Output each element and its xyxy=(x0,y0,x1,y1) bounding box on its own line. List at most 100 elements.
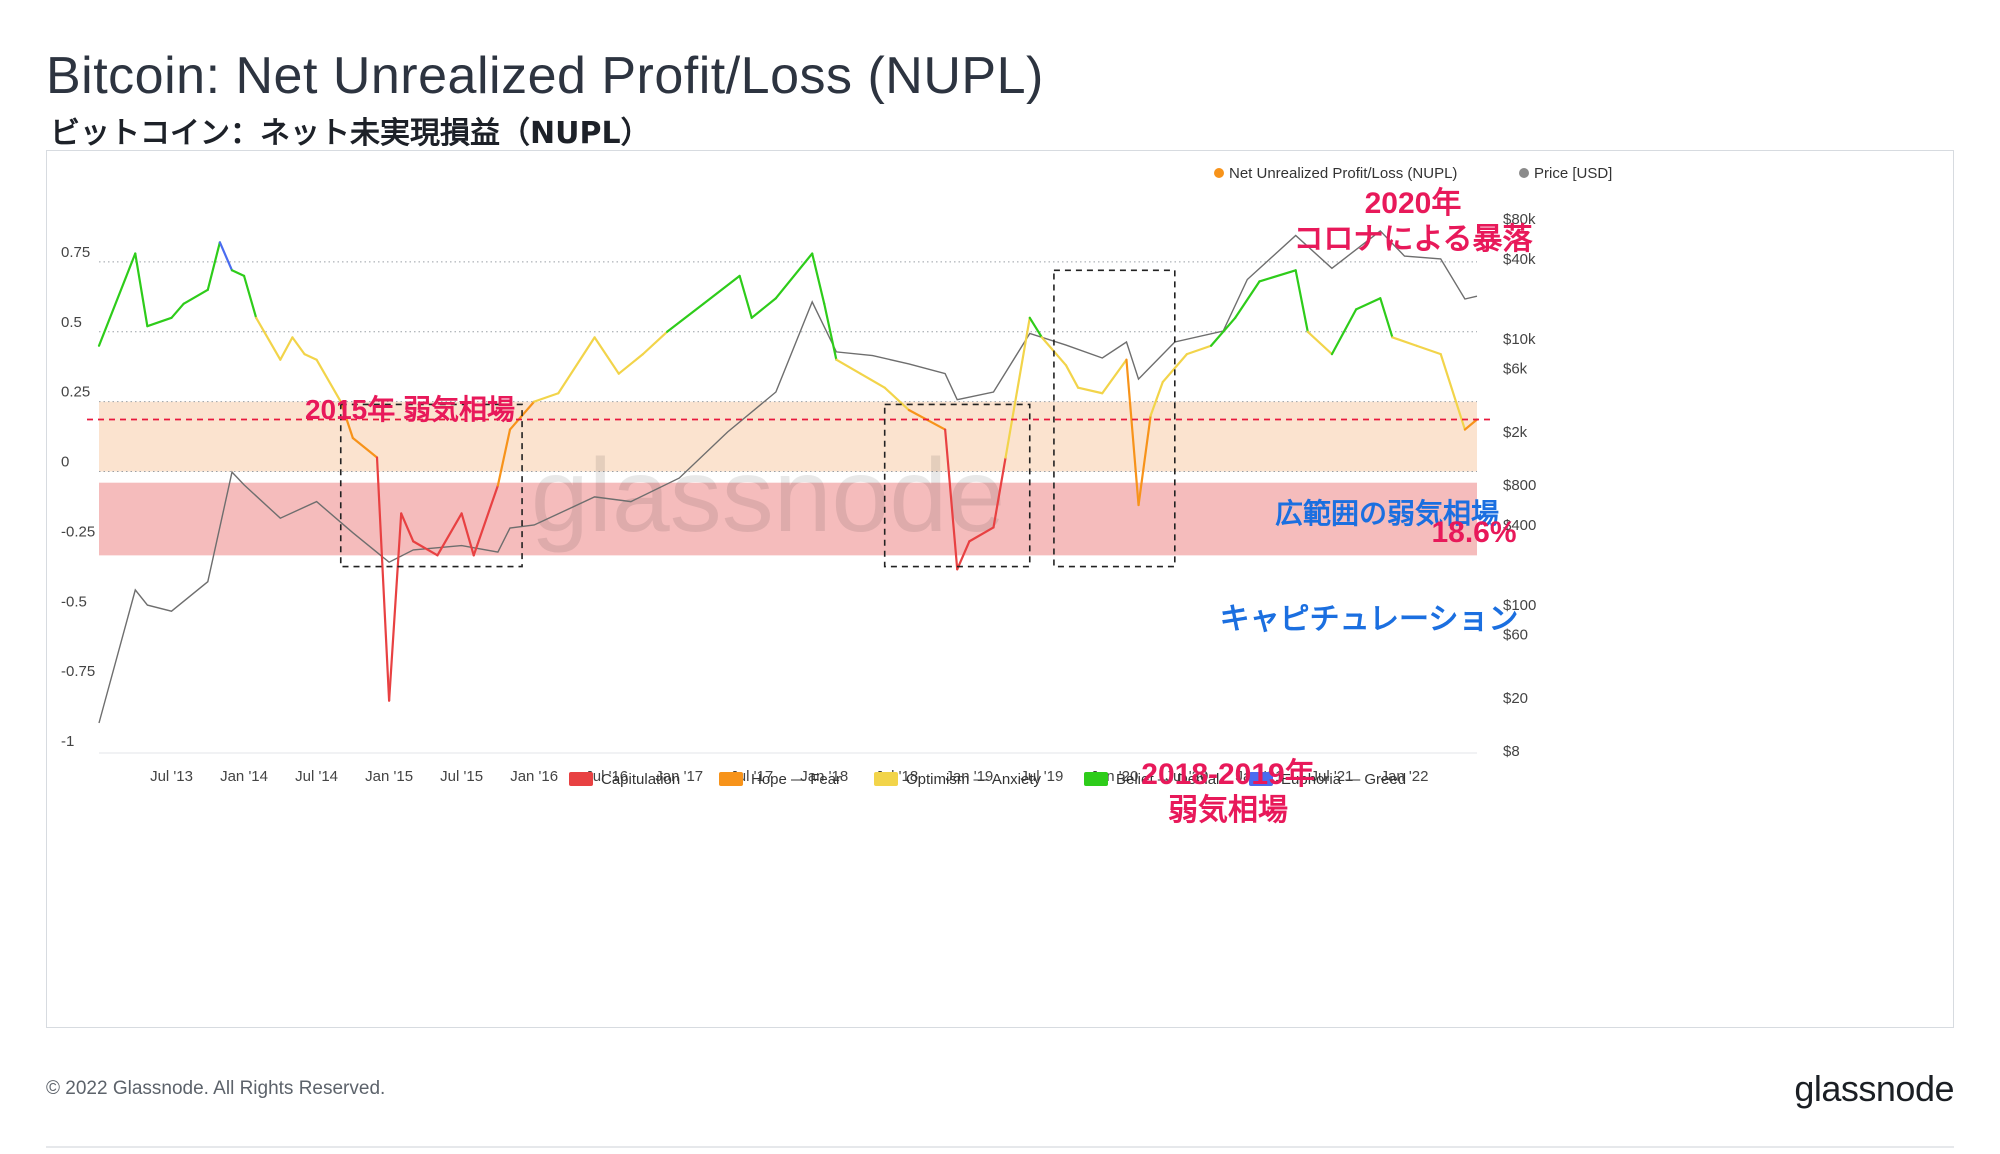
zone-band-0 xyxy=(99,401,1477,472)
nupl-segment xyxy=(1137,414,1152,507)
x-tick-label: Jul '21 xyxy=(1311,768,1354,785)
nupl-segment xyxy=(750,297,778,319)
nupl-segment xyxy=(1125,358,1140,507)
annotation-box-1 xyxy=(883,403,1031,568)
left-tick-label: -0.5 xyxy=(61,593,87,610)
nupl-segment xyxy=(472,484,499,557)
legend-bottom-swatch xyxy=(719,772,743,786)
nupl-series xyxy=(97,241,1479,702)
nupl-segment xyxy=(134,252,149,328)
nupl-segment xyxy=(666,302,705,333)
nupl-segment xyxy=(956,540,971,571)
nupl-segment xyxy=(1391,336,1418,347)
legend-top-swatch xyxy=(1519,168,1529,178)
legend-top-label: Price [USD] xyxy=(1534,165,1612,182)
zone-band-1 xyxy=(99,482,1477,556)
nupl-segment xyxy=(617,353,645,375)
legend-top-label: Net Unrealized Profit/Loss (NUPL) xyxy=(1229,165,1457,182)
nupl-segment xyxy=(496,428,512,487)
nupl-segment xyxy=(146,316,173,328)
right-tick-label: $20 xyxy=(1503,690,1528,707)
nupl-segment xyxy=(1234,280,1261,319)
footer-logo: glassnode xyxy=(1794,1068,1954,1109)
nupl-segment xyxy=(823,302,838,361)
chart-subtitle: ビットコイン：ネット未実現損益（NUPL） xyxy=(50,116,651,151)
nupl-segment xyxy=(339,400,354,440)
legend-bottom-label: Belief — Denial xyxy=(1116,771,1219,788)
left-tick-label: 0.75 xyxy=(61,244,90,261)
right-tick-label: $10k xyxy=(1503,331,1536,348)
x-tick-label: Jan '16 xyxy=(510,768,558,785)
right-tick-label: $80k xyxy=(1503,211,1536,228)
nupl-segment xyxy=(1463,418,1479,431)
nupl-segment xyxy=(1149,380,1164,417)
x-tick-label: Jan '19 xyxy=(945,768,993,785)
legend-bottom-label: Optimism — Anxiety xyxy=(906,771,1042,788)
legend-bottom-swatch xyxy=(1084,772,1108,786)
legend-bottom-label: Hope — Fear xyxy=(751,771,841,788)
nupl-segment xyxy=(279,336,294,361)
nupl-segment xyxy=(1064,364,1080,389)
nupl-segment xyxy=(412,540,439,557)
annotation-label-3: 広範囲の弱気相場 xyxy=(1275,497,1499,529)
footer-divider xyxy=(46,1146,1954,1148)
left-tick-label: 0.25 xyxy=(61,384,90,401)
nupl-segment xyxy=(593,336,620,375)
nupl-segment xyxy=(182,288,209,305)
nupl-segment xyxy=(557,336,596,395)
right-tick-label: $40k xyxy=(1503,251,1536,268)
right-tick-label: $100 xyxy=(1503,597,1536,614)
nupl-segment xyxy=(533,392,560,403)
x-tick-label: Jan '14 xyxy=(220,768,268,785)
price-series xyxy=(98,229,1478,724)
chart-frame: glassnode 0.75 0.5 0.25 0 -0.25 -0.5 -0.75 -1 $… xyxy=(46,150,1954,1028)
x-tick-label: Jul '20 xyxy=(1165,768,1208,785)
left-tick-label: 0 xyxy=(61,454,69,471)
annotation-label-4: 18.6% xyxy=(1431,516,1516,549)
legend-bottom-label: Capitulation xyxy=(601,771,680,788)
nupl-segment xyxy=(1077,386,1104,395)
nupl-segment xyxy=(1330,308,1358,356)
nupl-segment xyxy=(1379,297,1394,339)
nupl-segment xyxy=(351,436,379,459)
annotation-boxes xyxy=(339,269,1176,568)
nupl-segment xyxy=(811,252,826,305)
right-tick-label: $2k xyxy=(1503,424,1528,441)
x-tick-label: Jan '15 xyxy=(365,768,413,785)
nupl-segment xyxy=(968,526,995,543)
x-axis: Jul '13 Jan '14 Jul '14 Jan '15 Jul '15 Jan '… xyxy=(99,752,1477,785)
nupl-segment xyxy=(218,241,234,272)
x-tick-label: Jul '13 xyxy=(150,768,193,785)
nupl-segment xyxy=(460,512,475,557)
legend-bottom-swatch xyxy=(569,772,593,786)
legend-bottom-swatch xyxy=(874,772,898,786)
x-tick-label: Jan '22 xyxy=(1381,768,1429,785)
nupl-segment xyxy=(1415,344,1442,356)
nupl-segment xyxy=(242,274,258,319)
nupl-segment xyxy=(774,252,814,300)
nupl-segment xyxy=(1294,269,1309,333)
legend-bottom: Capitulation Hope — Fear Optimism — Anxiet… xyxy=(569,771,1406,788)
x-tick-label: Jul '14 xyxy=(295,768,338,785)
nupl-segment xyxy=(436,512,463,557)
nupl-segment xyxy=(230,269,246,277)
nupl-segment xyxy=(883,386,910,412)
nupl-segment xyxy=(859,372,886,389)
nupl-segment xyxy=(702,274,741,305)
left-tick-label: -1 xyxy=(61,733,74,750)
nupl-segment xyxy=(1185,344,1213,356)
nupl-segment xyxy=(1258,269,1297,283)
left-tick-label: 0.5 xyxy=(61,314,82,331)
nupl-segment xyxy=(255,316,282,361)
annotation-box-2 xyxy=(1053,269,1176,568)
nupl-segment xyxy=(170,302,185,319)
nupl-segment xyxy=(1161,353,1188,384)
nupl-segment xyxy=(400,512,415,543)
right-tick-label: $60 xyxy=(1503,627,1528,644)
right-tick-label: $800 xyxy=(1503,477,1536,494)
annotation-box-0 xyxy=(339,403,523,568)
x-tick-label: Jul '15 xyxy=(440,768,483,785)
nupl-segment xyxy=(1355,297,1382,311)
annotations: 2015年 弱気相場 2018-2019年弱気相場 2020年コロナによる暴落広範囲… xyxy=(305,187,1534,827)
nupl-segment xyxy=(944,428,959,571)
